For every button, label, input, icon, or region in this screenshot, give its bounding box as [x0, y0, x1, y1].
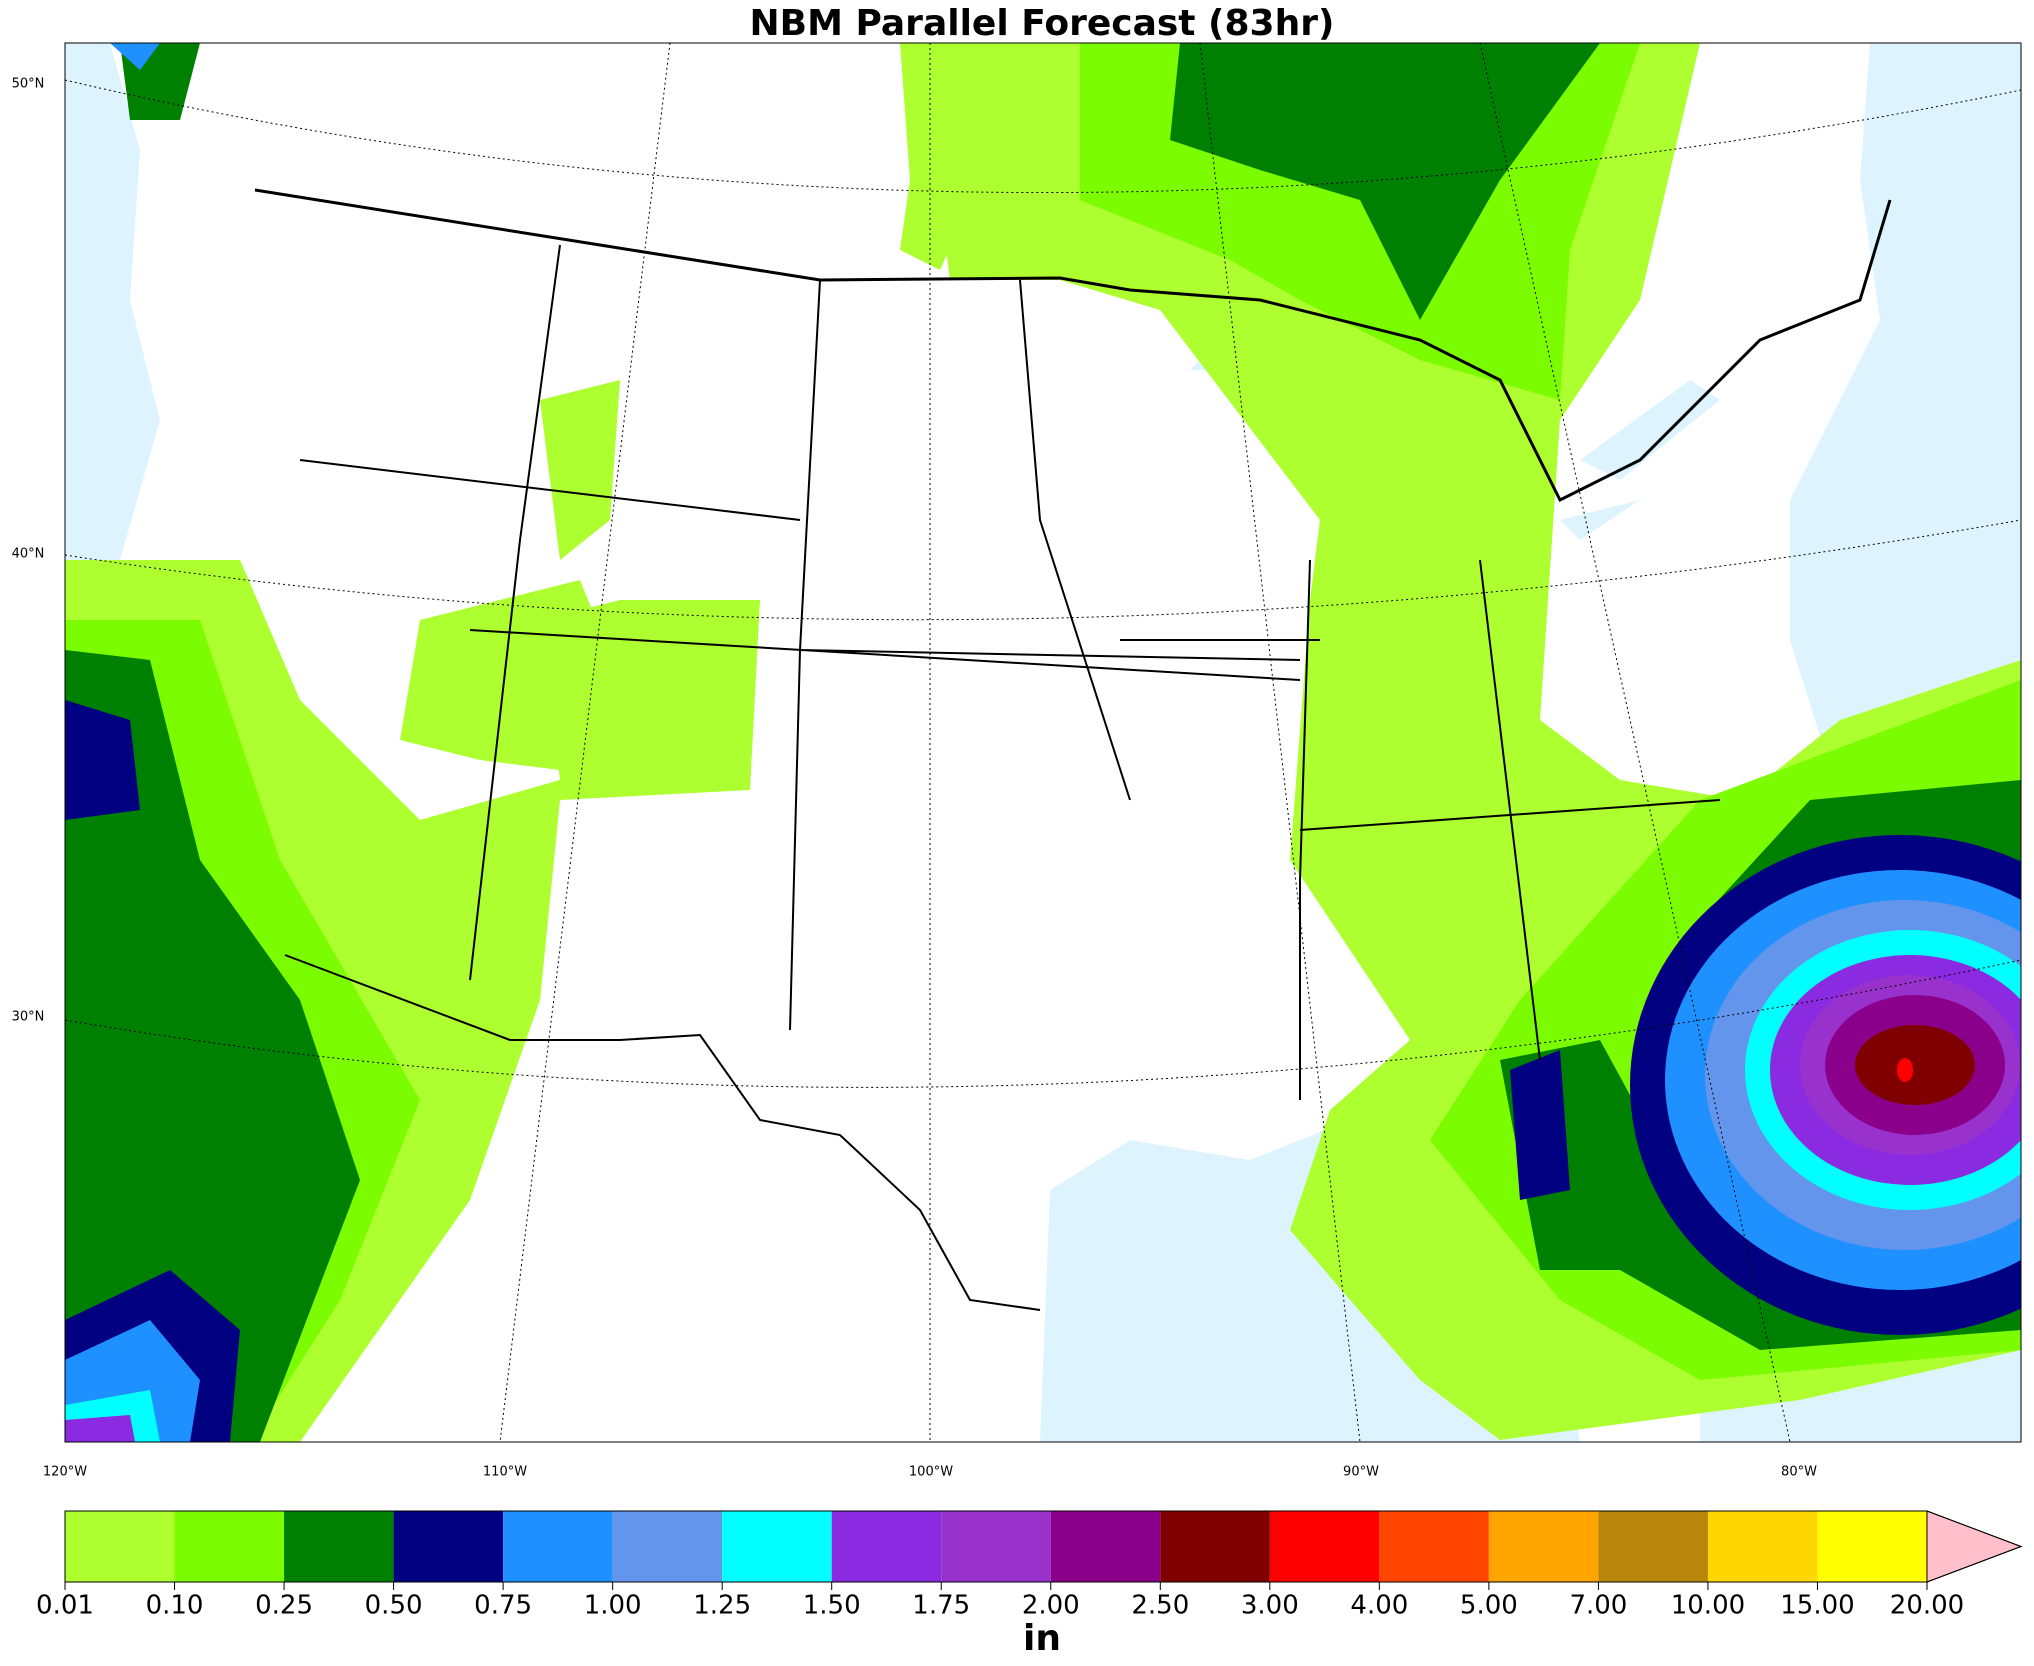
colorbar-tick-label: 0.75	[474, 1591, 532, 1621]
colorbar-bin	[1269, 1511, 1380, 1582]
colorbar-outline	[64, 1510, 2023, 1583]
lat-label: 30°N	[12, 1010, 45, 1025]
colorbar-bin	[174, 1511, 285, 1582]
colorbar-tick-label: 1.50	[803, 1591, 861, 1621]
colorbar-bin	[1817, 1511, 1927, 1582]
colorbar-bin	[1050, 1511, 1161, 1582]
lon-label: 80°W	[1781, 1465, 1817, 1480]
colorbar-bin	[612, 1511, 723, 1582]
colorbar-bin	[1488, 1511, 1599, 1582]
colorbar-tick-label: 7.00	[1569, 1591, 1627, 1621]
precip-area	[110, 43, 160, 70]
precip-area	[65, 650, 360, 1442]
lat-label: 50°N	[12, 77, 45, 92]
precip-area	[1510, 1050, 1570, 1200]
colorbar-bin	[1379, 1511, 1489, 1582]
colorbar-bin	[503, 1511, 613, 1582]
colorbar-tick-label: 2.00	[1022, 1591, 1080, 1621]
colorbar-bin	[284, 1511, 394, 1582]
colorbar-bin	[65, 1511, 175, 1582]
precip-area	[65, 1415, 135, 1442]
map-frame	[64, 42, 2022, 1443]
colorbar-bin	[1598, 1511, 1708, 1582]
pacific	[65, 43, 160, 580]
borders	[254, 188, 1892, 1311]
colorbar-tick-label: 1.00	[584, 1591, 642, 1621]
colorbar-tick-label: 0.10	[146, 1591, 204, 1621]
colorbar-bin	[941, 1511, 1051, 1582]
precip-area	[900, 43, 1010, 270]
colorbar-tick-label: 4.00	[1350, 1591, 1408, 1621]
colorbar-bin	[1707, 1511, 1818, 1582]
lon-label: 120°W	[43, 1465, 87, 1480]
lon-label: 100°W	[909, 1465, 953, 1480]
colorbar-tick-label: 0.01	[36, 1591, 94, 1621]
colorbar-unit: in	[1023, 1618, 1061, 1659]
colorbar-bin	[722, 1511, 832, 1582]
lon-label: 90°W	[1343, 1465, 1379, 1480]
colorbar: 0.01 0.10 0.25 0.50 0.75 1.00 1.25 1.50 1.75 2.00…	[36, 1510, 2023, 1621]
colorbar-tick-label: 2.50	[1131, 1591, 1189, 1621]
colorbar-tick-label: 3.00	[1241, 1591, 1299, 1621]
colorbar-tick-label: 5.00	[1460, 1591, 1518, 1621]
colorbar-tick-label: 20.00	[1890, 1591, 1964, 1621]
colorbar-tick-label: 1.25	[693, 1591, 751, 1621]
colorbar-extend	[1926, 1510, 2023, 1583]
precip-area	[400, 380, 750, 770]
colorbar-tick-label: 1.75	[912, 1591, 970, 1621]
colorbar-tick-label: 15.00	[1780, 1591, 1854, 1621]
precip-area	[1855, 1025, 1975, 1105]
colorbar-tick-label: 0.50	[365, 1591, 423, 1621]
lat-label: 40°N	[12, 547, 45, 562]
colorbar-bin	[831, 1511, 942, 1582]
colorbar-bin	[1160, 1511, 1270, 1582]
map-title: NBM Parallel Forecast (83hr)	[750, 3, 1335, 44]
lon-label: 110°W	[483, 1465, 527, 1480]
precip-area	[1897, 1058, 1913, 1082]
map	[65, 43, 2021, 1442]
colorbar-tick-label: 10.00	[1671, 1591, 1745, 1621]
colorbar-tick-label: 0.25	[255, 1591, 313, 1621]
precipitation	[65, 43, 2021, 1442]
colorbar-bin	[393, 1511, 504, 1582]
